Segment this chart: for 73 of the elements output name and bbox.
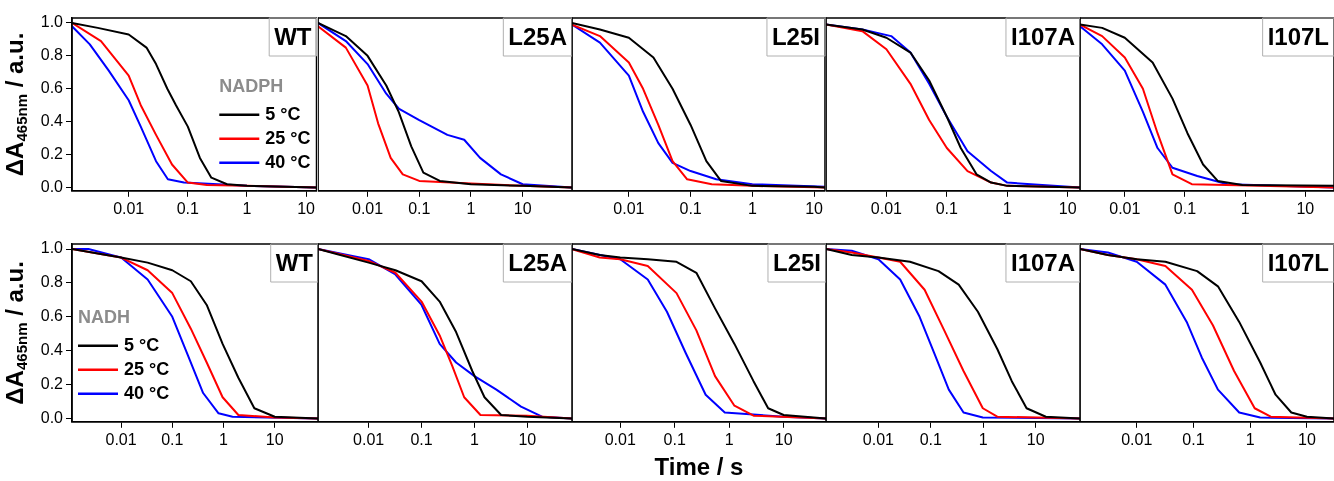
chart-title: L25A xyxy=(508,22,567,50)
y-tick-label: 0.2 xyxy=(40,145,64,162)
x-tick-label: 10 xyxy=(805,199,824,217)
chart-title: I107A xyxy=(1010,248,1075,276)
chart-title: I107L xyxy=(1267,22,1329,50)
chart-title: L25I xyxy=(772,248,822,276)
x-tick-label: 10 xyxy=(1298,430,1316,448)
x-tick-label: 0.1 xyxy=(1173,199,1197,217)
x-tick-label: 0.01 xyxy=(870,199,903,217)
x-tick-label: 0.1 xyxy=(935,199,959,217)
x-tick-label: 0.01 xyxy=(1121,430,1153,448)
x-tick-label: 10 xyxy=(1058,199,1077,217)
x-tick-label: 0.01 xyxy=(113,199,145,217)
x-tick-label: 10 xyxy=(1296,199,1315,217)
x-tick-label: 1 xyxy=(1002,199,1012,217)
x-tick-label: 10 xyxy=(265,430,284,448)
x-tick-label: 0.1 xyxy=(1182,430,1205,448)
x-tick-label: 0.01 xyxy=(862,430,895,448)
legend-label: 5 °C xyxy=(265,103,301,124)
x-tick-label: 1 xyxy=(242,199,252,217)
x-tick-label: 0.01 xyxy=(613,199,645,217)
y-tick-label: 1.0 xyxy=(40,239,64,257)
x-tick-label: 1 xyxy=(1240,199,1250,217)
x-tick-label: 1 xyxy=(466,199,476,217)
y-axis-title: ΔA465nm / a.u. xyxy=(0,261,31,405)
y-tick-label: 0.8 xyxy=(40,273,64,291)
chart-title: L25A xyxy=(508,248,567,276)
x-axis-title: Time / s xyxy=(654,452,744,480)
x-tick-label: 0.1 xyxy=(410,430,433,448)
y-tick-label: 0.6 xyxy=(40,79,64,97)
x-tick-label: 10 xyxy=(518,430,537,448)
legend-label: 25 °C xyxy=(124,358,170,379)
x-tick-label: 1 xyxy=(1245,430,1255,448)
legend-label: 25 °C xyxy=(265,127,311,148)
legend-label: 40 °C xyxy=(265,151,311,172)
x-tick-label: 0.01 xyxy=(353,430,385,448)
y-tick-label: 0.4 xyxy=(40,341,64,359)
x-tick-label: 0.01 xyxy=(1109,199,1141,217)
x-tick-label: 10 xyxy=(1026,430,1045,448)
x-tick-label: 0.01 xyxy=(105,430,137,448)
chart-title: I107L xyxy=(1267,248,1329,276)
x-tick-label: 0.01 xyxy=(351,199,384,217)
x-tick-label: 0.1 xyxy=(176,199,200,217)
x-tick-label: 1 xyxy=(219,430,229,448)
y-axis-title: ΔA465nm / a.u. xyxy=(0,32,31,177)
y-tick-label: 0.4 xyxy=(40,112,64,130)
y-tick-label: 0.8 xyxy=(40,46,64,64)
legend-label: 40 °C xyxy=(124,382,170,403)
chart-title: WT xyxy=(275,248,314,276)
legend-label: 5 °C xyxy=(124,334,160,355)
x-tick-label: 0.01 xyxy=(604,430,636,448)
x-tick-label: 10 xyxy=(513,199,532,217)
y-tick-label: 0.0 xyxy=(40,177,64,195)
x-tick-label: 10 xyxy=(297,199,316,217)
legend-title: NADPH xyxy=(219,75,284,96)
y-tick-label: 0.6 xyxy=(40,307,64,325)
x-tick-label: 0.1 xyxy=(679,199,702,217)
legend-title: NADH xyxy=(78,306,130,327)
y-tick-label: 0.0 xyxy=(40,408,64,426)
chart-title: WT xyxy=(274,22,312,50)
chart-title: I107A xyxy=(1010,22,1075,50)
x-tick-label: 1 xyxy=(978,430,988,448)
x-tick-label: 1 xyxy=(724,430,734,448)
x-tick-label: 0.1 xyxy=(663,430,686,448)
y-tick-label: 0.2 xyxy=(40,374,64,392)
x-tick-label: 10 xyxy=(774,430,793,448)
x-tick-label: 0.1 xyxy=(161,430,184,448)
x-tick-label: 0.1 xyxy=(919,430,943,448)
x-tick-label: 0.1 xyxy=(408,199,431,217)
y-tick-label: 1.0 xyxy=(40,13,64,31)
x-tick-label: 1 xyxy=(747,199,757,217)
x-tick-label: 1 xyxy=(469,430,479,448)
chart-title: L25I xyxy=(771,22,820,50)
